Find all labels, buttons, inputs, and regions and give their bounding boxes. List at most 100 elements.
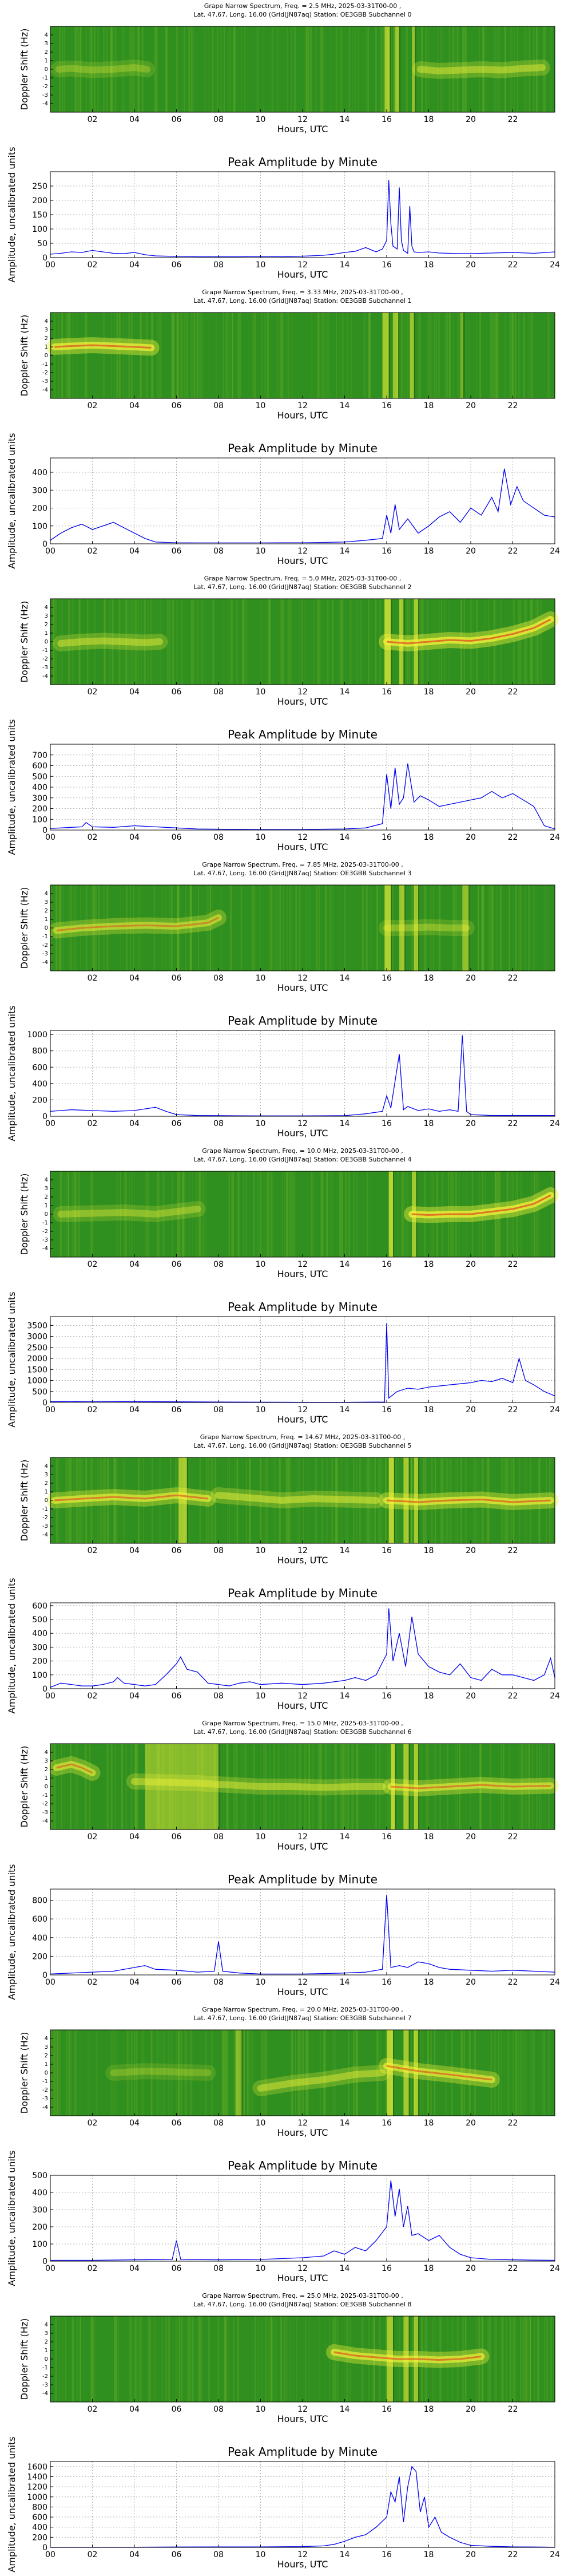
x-tick-label: 20 (466, 547, 476, 556)
x-tick-label: 14 (340, 1546, 350, 1555)
x-tick-label: 24 (550, 260, 560, 270)
spectrogram-noise (509, 313, 510, 398)
spectrogram-noise (312, 1744, 313, 1830)
spectrogram-noise (207, 885, 209, 971)
spectrogram-noise (324, 2030, 327, 2116)
spectrogram-noise (468, 313, 470, 398)
spectrogram-noise (124, 1171, 126, 1257)
x-tick-label: 10 (256, 2264, 266, 2273)
spectrogram-noise (109, 599, 112, 685)
spectrogram-trace (416, 64, 546, 74)
y-tick-label: -2 (42, 2087, 48, 2093)
spectrogram-noise (141, 2316, 142, 2402)
y-axis-label: Amplitude, uncalibrated units (6, 147, 17, 282)
spectrogram-noise (329, 2316, 331, 2402)
spectrogram-noise (229, 885, 231, 971)
x-tick-label: 06 (172, 974, 182, 983)
y-tick-label: -2 (42, 370, 48, 376)
spectrogram-noise (509, 2316, 512, 2402)
spectrogram-noise (129, 26, 130, 112)
spectrogram-noise (305, 1744, 307, 1830)
y-tick-label: -2 (42, 1515, 48, 1521)
y-tick-label: 4 (45, 891, 48, 897)
y-tick-label: 300 (32, 2206, 47, 2215)
spectrogram-noise (114, 2316, 117, 2402)
x-tick-label: 16 (382, 2550, 392, 2559)
y-tick-label: 600 (32, 1602, 47, 1611)
spectrogram-noise (367, 1171, 368, 1257)
spectrogram-noise (530, 2316, 531, 2402)
spectrogram-noise (227, 1457, 228, 1543)
spectrogram-noise (325, 885, 327, 971)
spectrogram-noise (320, 1171, 323, 1257)
x-tick-label: 08 (213, 2119, 224, 2128)
spectrogram-noise (316, 885, 318, 971)
spectrogram-noise (67, 313, 70, 398)
spectrogram-noise (304, 599, 306, 685)
spectrogram-noise (548, 2030, 550, 2116)
spectrogram-noise (374, 1457, 376, 1543)
x-tick-label: 00 (45, 2264, 55, 2273)
x-tick-label: 22 (508, 1260, 518, 1269)
x-tick-label: 20 (466, 260, 476, 270)
spectrogram-noise (355, 2030, 358, 2116)
spectrogram-noise (243, 599, 244, 685)
spectrogram-noise (57, 2030, 58, 2116)
x-tick-label: 18 (424, 547, 434, 556)
x-tick-label: 18 (424, 688, 434, 697)
spectrogram-noise (393, 26, 395, 112)
spectrogram-noise (499, 1171, 500, 1257)
spectrogram-noise (348, 1171, 351, 1257)
x-tick-label: 02 (88, 1832, 98, 1842)
spectrogram-noise (171, 313, 174, 398)
spectrogram-noise (181, 599, 183, 685)
spectrogram-noise (92, 2316, 94, 2402)
x-tick-label: 14 (340, 1260, 350, 1269)
spectrogram-noise (541, 599, 543, 685)
spectrogram-noise (339, 313, 340, 398)
spectrogram-noise (264, 2316, 267, 2402)
spectrogram-noise (121, 1744, 123, 1830)
spectrogram-noise (170, 1457, 172, 1543)
spectrogram-noise (156, 2030, 158, 2116)
y-axis-label: Doppler Shift (Hz) (19, 887, 30, 969)
spectrogram-trace-core (54, 1494, 208, 1502)
spectrogram-noise (66, 313, 69, 398)
y-tick-label: 3 (45, 899, 48, 906)
y-tick-label: -3 (42, 378, 48, 385)
spectrogram-noise (375, 599, 377, 685)
spectrogram-title-line1: Grape Narrow Spectrum, Freq. = 14.67 MHz… (200, 1433, 406, 1441)
spectrogram-noise (124, 26, 126, 112)
spectrogram-noise (284, 1744, 287, 1830)
spectrogram-noise (339, 1744, 342, 1830)
spectrogram-title-line2: Lat. 47.67, Long. 16.00 (Grid(JN87aq) St… (194, 583, 412, 591)
x-tick-label: 06 (172, 2119, 182, 2128)
spectrogram-noise (531, 599, 533, 685)
spectrogram-noise (245, 1171, 247, 1257)
y-tick-label: 1500 (27, 1365, 47, 1374)
spectrogram-noise (453, 885, 455, 971)
spectrogram-noise (233, 1744, 235, 1830)
x-tick-label: 02 (88, 2119, 98, 2128)
spectrogram-noise (283, 2316, 285, 2402)
spectrogram-noise (476, 313, 478, 398)
x-tick-label: 06 (172, 688, 182, 697)
x-tick-label: 14 (340, 2405, 350, 2414)
y-tick-label: 1600 (27, 2463, 47, 2472)
spectrogram-noise (192, 2316, 194, 2402)
spectrogram-noise (515, 1171, 517, 1257)
spectrogram-noise (210, 1457, 213, 1543)
spectrogram-noise (157, 1171, 160, 1257)
spectrogram-noise (168, 2030, 170, 2116)
y-tick-label: -1 (42, 2079, 48, 2085)
spectrogram-noise (237, 313, 240, 398)
spectrogram-noise (79, 26, 82, 112)
x-tick-label: 18 (424, 1119, 434, 1128)
spectrogram-noise (176, 2030, 177, 2116)
spectrogram-noise (355, 1457, 357, 1543)
spectrogram-trace-glow (105, 2063, 216, 2081)
spectrogram-noise (162, 1171, 164, 1257)
y-axis-label: Doppler Shift (Hz) (19, 315, 30, 397)
x-axis-label: Hours, UTC (277, 1841, 328, 1852)
spectrogram-noise (276, 885, 279, 971)
